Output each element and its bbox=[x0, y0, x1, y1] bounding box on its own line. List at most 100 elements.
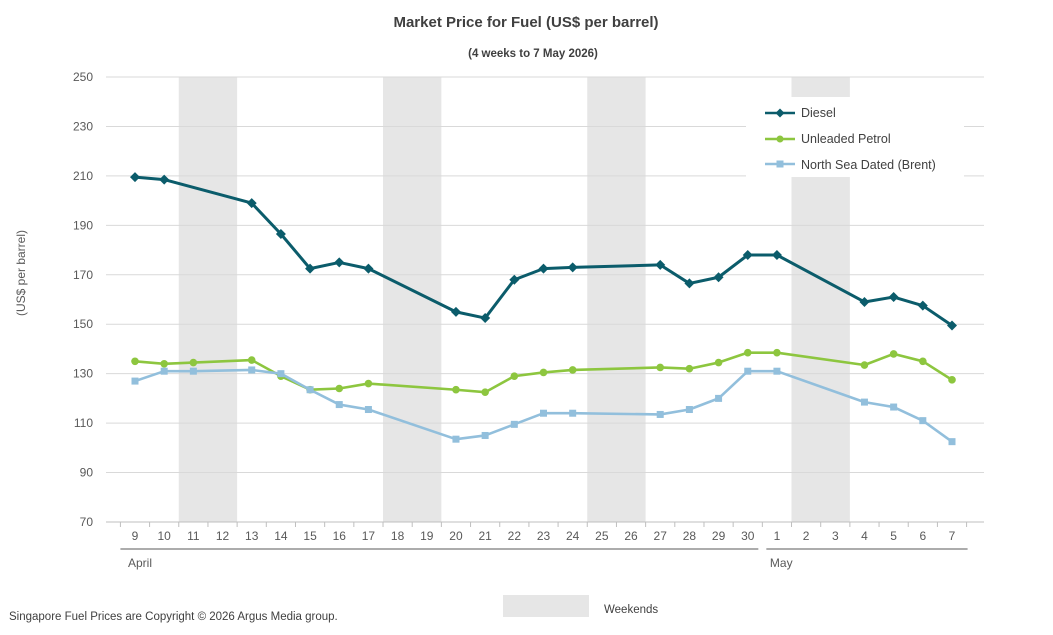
x-tick-label-21: 21 bbox=[478, 529, 492, 543]
data-point-diesel-6 bbox=[917, 300, 928, 311]
data-point-north-sea-dated-brent-4 bbox=[860, 398, 868, 406]
x-tick-label-2: 2 bbox=[803, 529, 810, 543]
y-tick-label-110: 110 bbox=[74, 416, 93, 430]
chart-title: Market Price for Fuel (US$ per barrel) bbox=[393, 14, 658, 31]
x-tick-label-26: 26 bbox=[624, 529, 638, 543]
x-tick-label-17: 17 bbox=[362, 529, 376, 543]
series-line-north-sea-dated-brent bbox=[134, 368, 953, 443]
data-point-unleaded-petrol-20 bbox=[452, 385, 460, 394]
data-point-north-sea-dated-brent-15 bbox=[306, 386, 314, 394]
data-point-diesel-22 bbox=[509, 274, 520, 285]
data-point-unleaded-petrol-30 bbox=[743, 348, 752, 357]
weekend-band-25-26 bbox=[587, 77, 646, 522]
y-tick-label-70: 70 bbox=[80, 515, 94, 529]
data-point-diesel-10 bbox=[159, 174, 170, 185]
x-tick-label-24: 24 bbox=[566, 529, 580, 543]
data-point-diesel-7 bbox=[947, 320, 957, 331]
data-point-north-sea-dated-brent-20 bbox=[452, 435, 460, 443]
y-tick-label-170: 170 bbox=[73, 268, 93, 282]
data-point-diesel-5 bbox=[888, 292, 899, 303]
x-tick-label-9: 9 bbox=[132, 529, 139, 543]
data-point-north-sea-dated-brent-29 bbox=[715, 394, 723, 402]
data-point-north-sea-dated-brent-24 bbox=[569, 409, 577, 417]
y-axis-ticks: 70 90 110 130 150 170 190 210 230 250 bbox=[73, 70, 93, 529]
data-point-unleaded-petrol-28 bbox=[685, 364, 694, 373]
x-tick-label-7: 7 bbox=[949, 529, 956, 543]
gridlines bbox=[106, 76, 984, 523]
data-point-north-sea-dated-brent-13 bbox=[248, 366, 256, 374]
x-tick-label-25: 25 bbox=[595, 529, 609, 543]
data-point-unleaded-petrol-23 bbox=[539, 368, 548, 377]
data-point-diesel-15 bbox=[305, 263, 316, 274]
weekends-legend-label: Weekends bbox=[604, 604, 658, 616]
chart-subtitle: (4 weeks to 7 May 2026) bbox=[468, 48, 598, 60]
data-point-diesel-28 bbox=[684, 278, 695, 289]
data-point-diesel-21 bbox=[480, 313, 491, 324]
x-tick-label-15: 15 bbox=[303, 529, 317, 543]
data-point-unleaded-petrol-22 bbox=[510, 372, 519, 380]
legend-marker-brent bbox=[776, 160, 784, 168]
x-tick-label-28: 28 bbox=[683, 529, 697, 543]
data-point-unleaded-petrol-21 bbox=[481, 388, 489, 397]
data-point-diesel-9 bbox=[130, 172, 140, 183]
data-point-unleaded-petrol-9 bbox=[131, 357, 139, 366]
y-tick-label-90: 90 bbox=[80, 466, 94, 480]
y-tick-label-150: 150 bbox=[73, 317, 93, 331]
x-tick-label-1: 1 bbox=[774, 529, 781, 543]
legend-marker-diesel bbox=[775, 108, 785, 118]
data-point-diesel-24 bbox=[567, 262, 578, 273]
data-point-unleaded-petrol-7 bbox=[948, 376, 956, 384]
x-tick-label-14: 14 bbox=[274, 529, 288, 543]
series-line-unleaded-petrol bbox=[134, 351, 953, 394]
x-tick-label-18: 18 bbox=[391, 529, 405, 543]
data-point-diesel-17 bbox=[363, 263, 374, 274]
data-point-diesel-1 bbox=[771, 250, 782, 260]
weekend-band-11-12 bbox=[178, 77, 238, 522]
x-tick-label-30: 30 bbox=[741, 529, 755, 543]
legend-item-diesel: Diesel bbox=[765, 106, 836, 120]
data-point-north-sea-dated-brent-21 bbox=[481, 431, 489, 439]
data-point-north-sea-dated-brent-1 bbox=[773, 367, 781, 375]
data-point-unleaded-petrol-4 bbox=[860, 361, 869, 369]
x-tick-label-13: 13 bbox=[245, 529, 259, 543]
data-point-unleaded-petrol-27 bbox=[656, 363, 665, 372]
data-point-north-sea-dated-brent-22 bbox=[510, 420, 518, 428]
x-tick-label-3: 3 bbox=[832, 529, 839, 543]
data-point-diesel-30 bbox=[742, 250, 753, 260]
y-axis-label: (US$ per barrel) bbox=[14, 230, 28, 316]
data-point-diesel-16 bbox=[334, 257, 345, 268]
x-tick-label-6: 6 bbox=[919, 529, 926, 543]
y-tick-label-210: 210 bbox=[73, 169, 93, 183]
data-point-diesel-23 bbox=[538, 263, 549, 274]
series-unleaded-petrol bbox=[131, 348, 956, 397]
month-label-may: May bbox=[770, 556, 793, 570]
copyright-text: Singapore Fuel Prices are Copyright © 20… bbox=[9, 611, 338, 623]
data-point-unleaded-petrol-6 bbox=[919, 357, 927, 366]
x-tick-label-22: 22 bbox=[508, 529, 522, 543]
legend-marker-unleaded-petrol bbox=[776, 135, 784, 143]
series-diesel bbox=[130, 172, 957, 331]
data-point-diesel-29 bbox=[713, 272, 724, 283]
y-tick-label-250: 250 bbox=[73, 70, 93, 84]
data-point-diesel-13 bbox=[246, 198, 257, 209]
month-label-april: April bbox=[128, 556, 152, 570]
x-tick-label-27: 27 bbox=[654, 529, 668, 543]
legend-label-brent: North Sea Dated (Brent) bbox=[801, 158, 936, 172]
x-tick-label-11: 11 bbox=[187, 529, 200, 543]
data-point-north-sea-dated-brent-17 bbox=[364, 406, 372, 414]
y-tick-label-130: 130 bbox=[73, 367, 93, 381]
data-point-north-sea-dated-brent-28 bbox=[685, 406, 693, 414]
data-point-north-sea-dated-brent-16 bbox=[335, 401, 343, 409]
data-point-unleaded-petrol-24 bbox=[568, 366, 577, 374]
data-point-north-sea-dated-brent-5 bbox=[890, 403, 898, 411]
legend-label-diesel: Diesel bbox=[801, 106, 836, 120]
x-axis: 9 10 11 12 13 14 15 16 17 18 19 20 21 22 23 24 25 26 27 28 2… bbox=[119, 522, 968, 570]
data-point-north-sea-dated-brent-6 bbox=[919, 417, 927, 425]
x-tick-label-4: 4 bbox=[861, 529, 868, 543]
data-point-unleaded-petrol-16 bbox=[335, 384, 344, 393]
legend: Diesel Unleaded Petrol North Sea Dated (… bbox=[746, 97, 964, 177]
data-point-diesel-27 bbox=[655, 259, 666, 270]
legend-item-unleaded-petrol: Unleaded Petrol bbox=[765, 132, 891, 146]
data-point-unleaded-petrol-29 bbox=[714, 358, 723, 367]
